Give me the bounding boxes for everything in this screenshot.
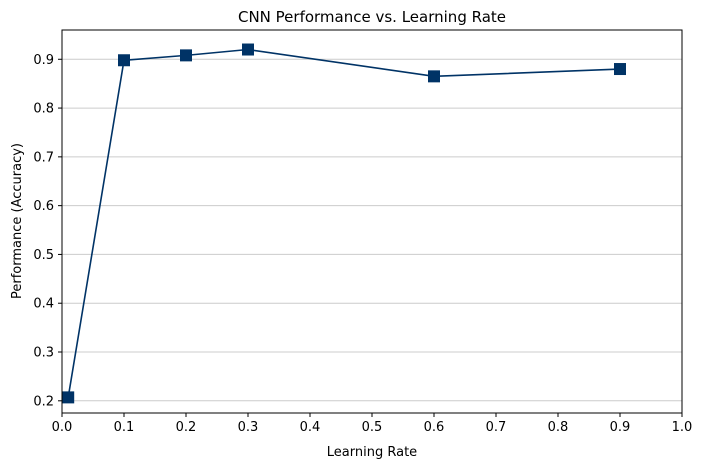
y-ticks: 0.2 0.3 0.4 0.5 0.6 0.7 0.8 0.9 (33, 53, 62, 409)
x-tick-label: 0.9 (610, 420, 631, 435)
y-tick-label: 0.4 (33, 297, 54, 312)
data-point (118, 54, 130, 67)
y-tick-label: 0.6 (33, 199, 54, 214)
y-tick-label: 0.2 (33, 394, 54, 409)
series-layer (62, 43, 626, 404)
x-axis-label: Learning Rate (327, 445, 417, 460)
data-point (428, 70, 440, 83)
x-tick-label: 0.8 (548, 420, 569, 435)
x-tick-label: 0.6 (424, 420, 445, 435)
y-tick-label: 0.3 (33, 346, 54, 361)
plot-frame (61, 29, 683, 414)
y-tick-label: 0.8 (33, 102, 54, 117)
x-tick-label: 0.4 (300, 420, 321, 435)
chart-title: CNN Performance vs. Learning Rate (238, 8, 506, 26)
data-point (180, 49, 192, 62)
x-tick-label: 0.0 (52, 420, 73, 435)
x-tick-label: 0.1 (114, 420, 135, 435)
y-tick-label: 0.5 (33, 248, 54, 263)
y-tick-label: 0.9 (33, 53, 54, 68)
x-tick-label: 1.0 (672, 420, 693, 435)
grid-lines (62, 58, 682, 402)
x-tick-label: 0.5 (362, 420, 383, 435)
data-point (62, 391, 75, 404)
series-line (67, 48, 621, 398)
x-tick-label: 0.2 (176, 420, 197, 435)
x-ticks: 0.0 0.1 0.2 0.3 0.4 0.5 0.6 0.7 0.8 0.9 1.0 (52, 413, 693, 435)
x-tick-label: 0.3 (238, 420, 259, 435)
data-point (242, 43, 254, 56)
y-tick-label: 0.7 (33, 150, 54, 165)
y-axis-label: Performance (Accuracy) (10, 143, 25, 299)
data-point (614, 63, 626, 76)
x-tick-label: 0.7 (486, 420, 507, 435)
